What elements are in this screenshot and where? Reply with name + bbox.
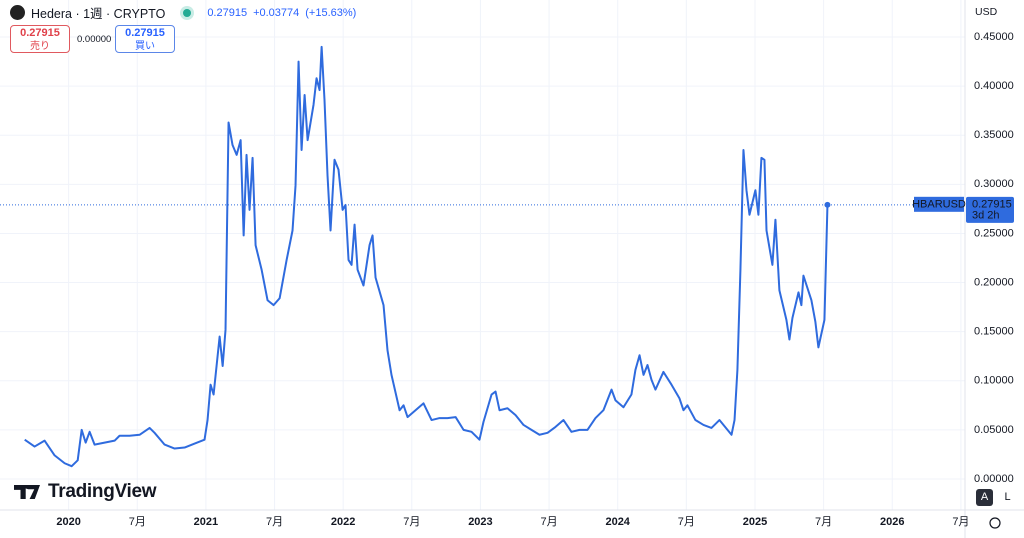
x-tick-label: 2026: [880, 516, 904, 528]
brand-logo[interactable]: TradingView: [14, 481, 157, 503]
market-status[interactable]: [183, 8, 192, 17]
y-tick-label: 0.20000: [974, 276, 1014, 288]
last-price: 0.27915: [207, 6, 248, 19]
x-tick-label: 2025: [743, 516, 767, 528]
y-tick-label: 0.35000: [974, 129, 1014, 141]
y-tick-label: 0.05000: [974, 424, 1014, 436]
brand-name: TradingView: [48, 481, 157, 502]
ticker-tag: [914, 196, 964, 212]
x-tick-label: 7月: [129, 516, 146, 528]
x-tick-label: 7月: [266, 516, 283, 528]
x-tick-label: 2022: [331, 516, 355, 528]
price-change-pct: (+15.63%): [305, 6, 357, 19]
last-point: [824, 201, 831, 208]
y-tick-label: 0.15000: [974, 326, 1014, 338]
symbol-name[interactable]: Hedera · 1週 · CRYPTO: [31, 7, 166, 21]
settings-icon[interactable]: [989, 517, 1001, 529]
price-change: +0.03774: [253, 6, 300, 19]
y-tick-label: 0.40000: [974, 80, 1014, 92]
y-tick-label: 0.25000: [974, 227, 1014, 239]
legend-header: Hedera · 1週 · CRYPTO 0.27915 +0.03774 (+…: [10, 3, 356, 22]
sell-button[interactable]: 0.27915 売り: [10, 25, 70, 53]
x-tick-label: 2023: [468, 516, 492, 528]
auto-scale-button[interactable]: A: [976, 489, 993, 506]
y-tick-label: 0.10000: [974, 375, 1014, 387]
buy-button[interactable]: 0.27915 買い: [115, 25, 175, 53]
y-tick-label: 0.30000: [974, 178, 1014, 190]
x-tick-label: 2021: [194, 516, 218, 528]
x-tick-label: 2024: [605, 516, 630, 528]
brand-mark: [14, 485, 40, 499]
x-tick-label: 2020: [56, 516, 80, 528]
buy-price: 0.27915: [125, 27, 165, 39]
log-scale-button[interactable]: L: [1004, 491, 1011, 503]
symbol-icon: [10, 5, 25, 20]
x-tick-label: 7月: [678, 516, 695, 528]
price-tag: [966, 196, 1014, 223]
buy-label: 買い: [135, 41, 155, 52]
sell-label: 売り: [30, 41, 50, 52]
x-tick-label: 7月: [815, 516, 832, 528]
currency[interactable]: USD: [975, 6, 998, 18]
ticker-tag-text: HBARUSD: [912, 199, 966, 211]
price-line: [24, 45, 829, 468]
price-tag-countdown: 3d 2h: [972, 210, 1000, 222]
price-tag-value: 0.27915: [972, 199, 1012, 211]
sell-price: 0.27915: [20, 27, 60, 39]
spread: 0.00000: [77, 34, 112, 45]
x-tick-label: 7月: [952, 516, 969, 528]
y-tick-label: 0.00000: [974, 473, 1014, 485]
x-tick-label: 7月: [541, 516, 558, 528]
x-tick-label: 7月: [403, 516, 420, 528]
y-tick-label: 0.45000: [974, 31, 1014, 43]
